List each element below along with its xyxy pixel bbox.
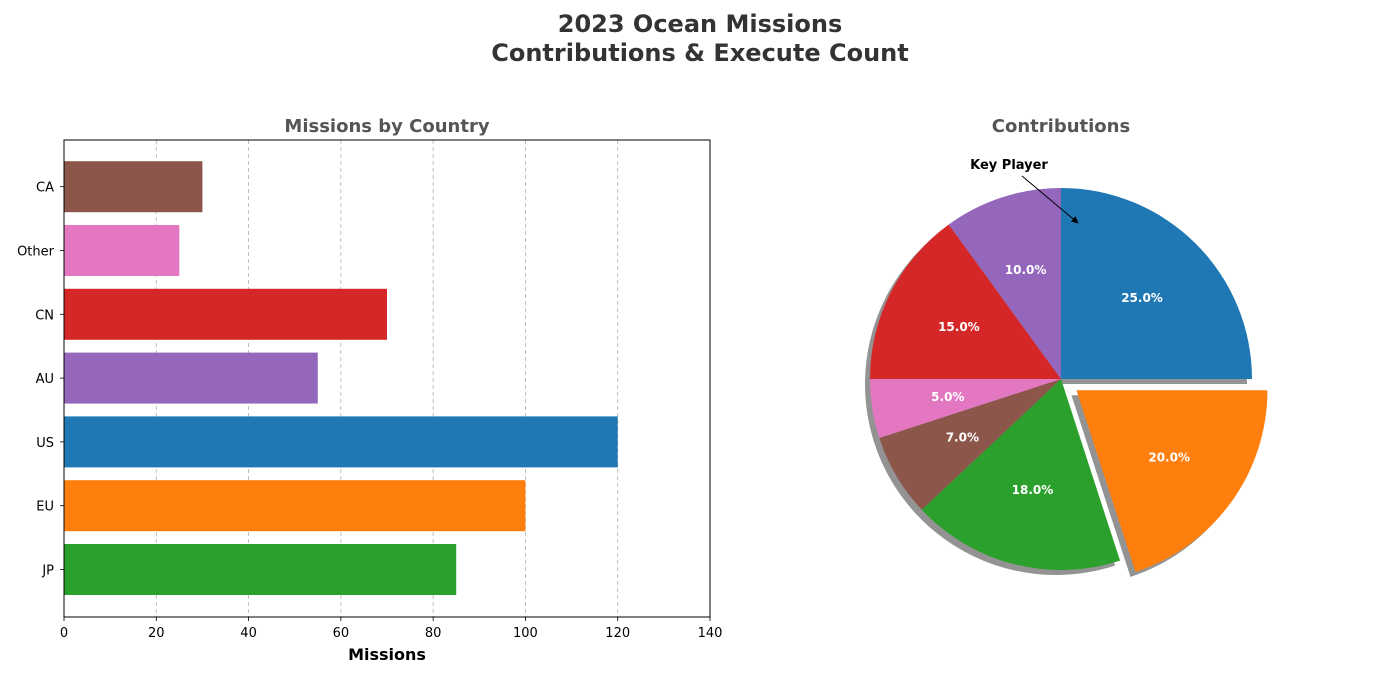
pie-slice-percent-label: 18.0%: [1012, 483, 1054, 497]
bar-chart-title: Missions by Country: [284, 116, 489, 137]
y-tick-label: JP: [41, 564, 54, 579]
pie-slice-eu: [1076, 390, 1268, 572]
y-tick-label: CN: [35, 308, 54, 323]
pie-slice-jp: [921, 379, 1121, 570]
bar-au: [64, 352, 318, 404]
x-tick-label: 140: [698, 626, 723, 641]
bar-ca: [64, 161, 203, 213]
y-tick-label: EU: [36, 500, 54, 515]
bar-eu: [64, 480, 526, 532]
figure-title: 2023 Ocean Missions Contributions & Exec…: [0, 10, 1400, 68]
figure-title-line-2: Contributions & Execute Count: [491, 39, 909, 67]
pie-chart-panel: 25.0% 20.0% 18.0% 7.0% 5.0% 15.0% 10.0% Contrib…: [865, 116, 1268, 577]
bar-us: [64, 416, 618, 468]
x-axis-label: Missions: [348, 645, 426, 664]
pie-slice-percent-label: 10.0%: [1005, 263, 1047, 277]
y-tick-label: US: [36, 436, 54, 451]
x-tick-label: 60: [333, 626, 350, 641]
y-tick-label: AU: [36, 372, 54, 387]
annotation-arrow: [1021, 175, 1079, 224]
x-tick-label: 0: [60, 626, 68, 641]
pie-slice-cn: [870, 224, 1061, 379]
annotation-label: Key Player: [970, 158, 1048, 173]
bar-jp: [64, 544, 457, 595]
bar-chart-panel: 0 20 40 60 80 100 120 140 JP EU US AU CN Other CA Missi…: [17, 116, 722, 664]
figure-title-line-1: 2023 Ocean Missions: [557, 10, 843, 38]
pie-chart-title: Contributions: [992, 116, 1130, 137]
pie-slice-au: [948, 188, 1061, 379]
pie-slice-ca: [879, 379, 1061, 510]
x-tick-label: 20: [148, 626, 165, 641]
x-tick-label: 40: [240, 626, 257, 641]
pie-slice-other: [870, 379, 1061, 439]
pie-slice-us: [1061, 188, 1252, 379]
y-tick-label: Other: [17, 245, 55, 260]
y-tick-label: CA: [36, 181, 54, 196]
pie-slice-percent-label: 15.0%: [938, 320, 980, 334]
x-tick-label: 80: [425, 626, 442, 641]
pie-slice-percent-label: 5.0%: [931, 390, 964, 404]
pie-slice-percent-label: 7.0%: [946, 430, 979, 444]
x-tick-label: 100: [513, 626, 538, 641]
bar-cn: [64, 288, 387, 340]
x-tick-label: 120: [605, 626, 630, 641]
pie-slice-percent-label: 20.0%: [1148, 451, 1190, 465]
bar-other: [64, 225, 180, 276]
pie-slice-percent-label: 25.0%: [1121, 291, 1163, 305]
